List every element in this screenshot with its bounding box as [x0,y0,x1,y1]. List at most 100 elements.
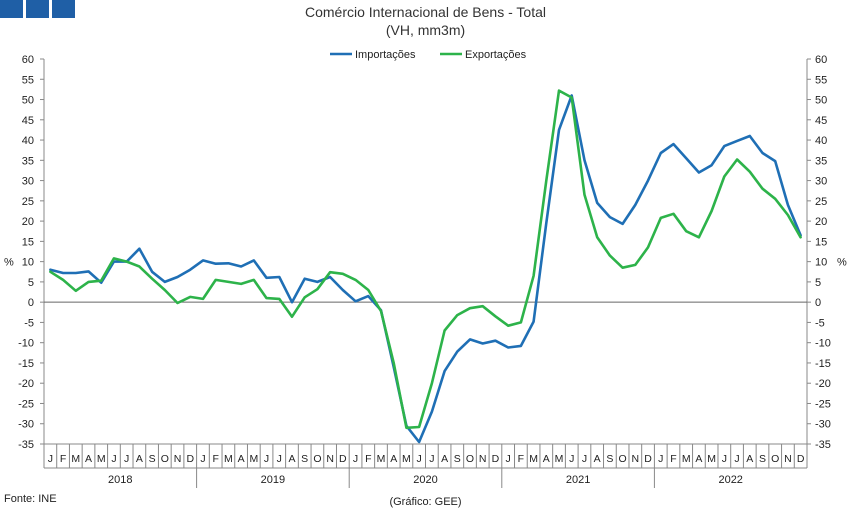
logo-square [0,0,23,18]
legend-label: Exportações [465,49,527,61]
x-month-label: J [48,453,53,465]
x-month-label: O [619,453,627,465]
y-tick-label-right: 35 [815,155,827,167]
series-line-importacoes [49,94,802,444]
x-month-label: A [288,453,295,465]
y-tick-label-left: 15 [22,236,34,248]
x-month-label: J [658,453,663,465]
y-tick-label-left: 10 [22,257,34,269]
x-month-label: M [707,453,716,465]
y-axis-label-left: % [4,257,14,269]
x-month-label: F [670,453,676,465]
x-month-label: D [186,453,194,465]
x-month-label: M [402,453,411,465]
y-tick-label-right: -5 [815,317,825,329]
x-month-label: D [339,453,347,465]
x-month-label: A [441,453,448,465]
x-month-label: J [111,453,116,465]
y-tick-label-right: 0 [815,297,821,309]
y-tick-label-left: -30 [18,419,34,431]
y-tick-label-left: -35 [18,439,34,451]
x-month-label: A [594,453,601,465]
x-month-label: J [124,453,129,465]
x-month-label: J [417,453,422,465]
x-month-label: A [238,453,245,465]
y-tick-label-left: -25 [18,398,34,410]
chart-subtitle: (VH, mm3m) [385,22,466,38]
x-month-label: O [771,453,779,465]
x-month-label: O [161,453,169,465]
x-month-label: F [212,453,218,465]
x-month-label: J [734,453,739,465]
x-month-label: A [390,453,397,465]
x-month-label: O [466,453,474,465]
y-tick-label-left: -10 [18,338,34,350]
chart-title: Comércio Internacional de Bens - Total [305,4,546,20]
x-month-label: J [353,453,358,465]
x-month-label: S [301,453,308,465]
x-month-label: J [429,453,434,465]
x-month-label: M [71,453,80,465]
x-year-label: 2018 [108,474,132,486]
x-month-label: J [264,453,269,465]
x-month-label: F [518,453,524,465]
x-month-label: S [759,453,766,465]
x-month-label: F [60,453,66,465]
y-tick-label-right: 30 [815,176,827,188]
y-tick-label-right: 55 [815,74,827,86]
x-month-label: N [784,453,792,465]
x-month-label: M [377,453,386,465]
y-tick-label-right: 20 [815,216,827,228]
y-tick-label-left: 40 [22,135,34,147]
y-tick-label-left: 45 [22,115,34,127]
x-month-label: N [174,453,182,465]
y-tick-label-right: 50 [815,95,827,107]
y-tick-label-right: 15 [815,236,827,248]
y-tick-label-left: 5 [28,277,34,289]
y-tick-label-left: 35 [22,155,34,167]
y-tick-label-left: 20 [22,216,34,228]
x-month-label: D [492,453,500,465]
x-month-label: D [644,453,652,465]
x-month-label: S [606,453,613,465]
chart-title-block: Comércio Internacional de Bens - Total (… [0,3,851,39]
x-month-label: M [555,453,564,465]
y-tick-label-right: 40 [815,135,827,147]
y-tick-label-left: 0 [28,297,34,309]
x-month-label: M [224,453,233,465]
chart-credit: (Gráfico: GEE) [389,496,462,508]
y-tick-label-right: -20 [815,378,831,390]
x-month-label: M [97,453,106,465]
series-lines [49,89,802,444]
x-year-label: 2021 [566,474,590,486]
y-tick-label-left: -15 [18,358,34,370]
y-tick-label-right: -35 [815,439,831,451]
x-month-label: M [529,453,538,465]
y-tick-label-right: -30 [815,419,831,431]
y-axis-label-right: % [837,257,847,269]
x-year-label: 2022 [718,474,742,486]
x-month-label: J [277,453,282,465]
x-month-label: N [479,453,487,465]
source-note: Fonte: INE [4,493,57,505]
y-tick-label-left: -5 [24,317,34,329]
gee-logo [0,0,75,18]
x-month-label: A [85,453,92,465]
x-month-label: N [632,453,640,465]
series-line-exportacoes [49,89,802,430]
x-month-label: A [543,453,550,465]
y-tick-label-right: 5 [815,277,821,289]
x-month-label: N [326,453,334,465]
y-tick-label-right: -25 [815,398,831,410]
x-month-label: M [682,453,691,465]
y-tick-label-left: 55 [22,74,34,86]
x-month-label: S [149,453,156,465]
logo-square [52,0,75,18]
x-month-label: J [569,453,574,465]
y-tick-label-right: -10 [815,338,831,350]
x-month-label: J [722,453,727,465]
x-month-label: J [200,453,205,465]
y-tick-label-left: 50 [22,95,34,107]
